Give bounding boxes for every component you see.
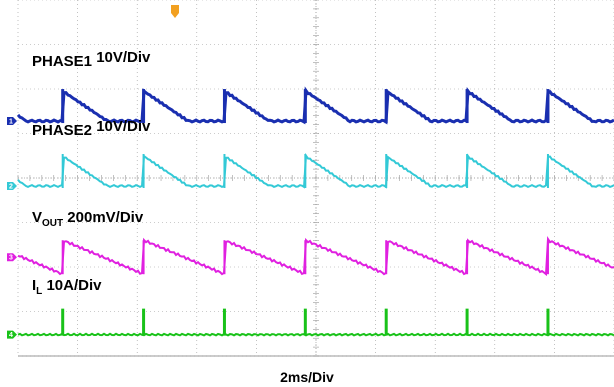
series-label-il: IL 10A/Div (32, 277, 102, 297)
channel-marker-3-icon: 3 (7, 253, 17, 262)
channel-marker-4-label: 4 (9, 332, 13, 339)
trace-1 (16, 86, 614, 125)
channel-marker-1-icon: 1 (7, 117, 17, 126)
trace-3 (17, 235, 614, 277)
channel-marker-2-icon: 2 (7, 182, 17, 191)
plot-grid (17, 0, 614, 357)
trigger-marker-icon (171, 5, 179, 18)
channel-marker-2-label: 2 (9, 184, 13, 191)
channel-marker-1-label: 1 (9, 119, 13, 126)
series-label-vout: VOUT 200mV/Div (32, 209, 144, 229)
channel-marker-3-label: 3 (9, 255, 13, 262)
series-label-phase1: PHASE1 10V/Div (32, 49, 151, 70)
channel-markers: 1 2 3 4 (7, 117, 17, 339)
trace-4 (17, 332, 614, 337)
trace-2 (17, 152, 614, 189)
waveform-traces (16, 86, 614, 337)
x-axis-label: 2ms/Div (280, 369, 334, 385)
channel-marker-4-icon: 4 (7, 330, 17, 339)
series-label-phase2: PHASE2 10V/Div (32, 118, 151, 139)
